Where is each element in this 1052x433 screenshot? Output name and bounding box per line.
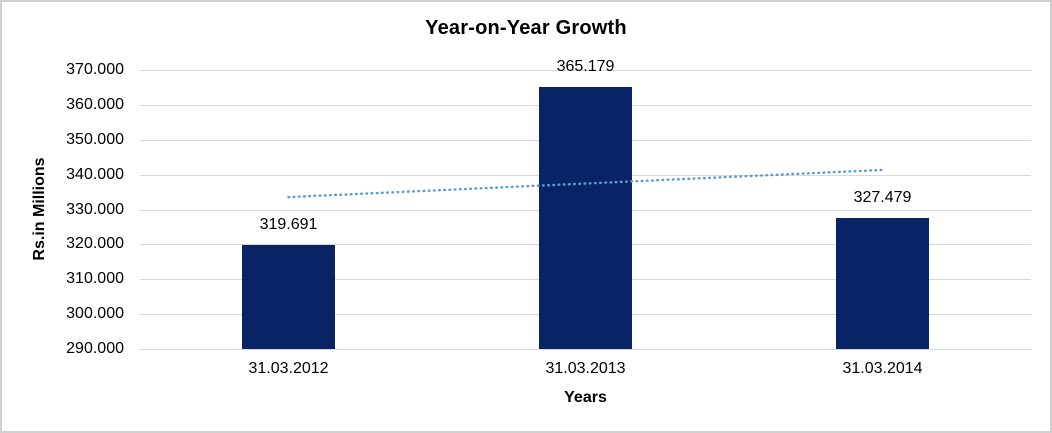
y-tick-label: 320.000	[66, 235, 124, 253]
y-tick-label: 360.000	[66, 95, 124, 113]
bar	[836, 218, 929, 349]
x-tick-label: 31.03.2014	[842, 360, 923, 377]
x-tick-label: 31.03.2013	[545, 360, 626, 377]
chart-title: Year-on-Year Growth	[425, 17, 627, 39]
plot-area	[140, 70, 1031, 350]
bar-value-label: 319.691	[259, 216, 318, 234]
bar	[242, 245, 335, 349]
y-tick-label: 350.000	[66, 130, 124, 148]
gridline	[140, 70, 1031, 71]
y-tick-label: 300.000	[66, 305, 124, 323]
y-tick-label: 310.000	[66, 270, 124, 288]
bar-value-label: 327.479	[853, 189, 912, 207]
bar-value-label: 365.179	[556, 57, 615, 75]
bar	[539, 86, 632, 349]
gridline	[140, 349, 1031, 350]
y-tick-label: 340.000	[66, 165, 124, 183]
y-tick-label: 330.000	[66, 200, 124, 218]
y-tick-label: 290.000	[66, 340, 124, 357]
x-axis-title: Years	[564, 389, 607, 406]
x-tick-label: 31.03.2012	[248, 360, 329, 377]
y-tick-label: 370.000	[66, 61, 124, 78]
